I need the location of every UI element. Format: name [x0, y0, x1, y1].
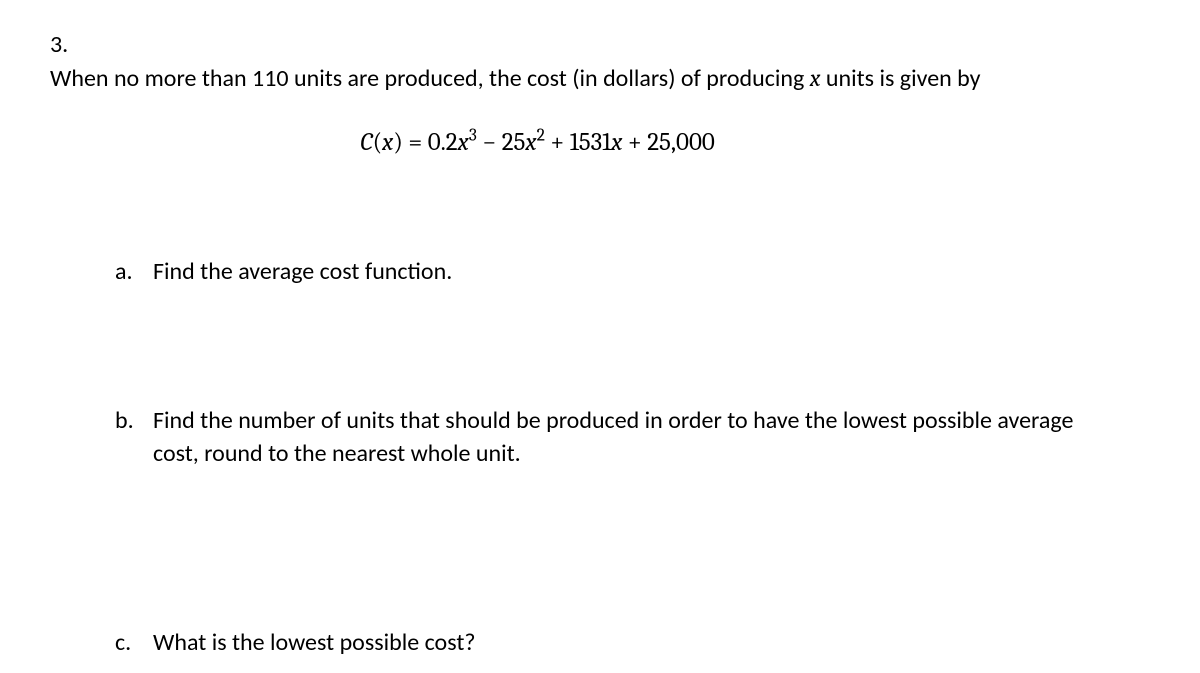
problem-content: When no more than 110 units are produced…: [50, 62, 1105, 660]
subpart-a: a. Find the average cost function.: [115, 255, 1105, 289]
eq-term1-exp: 3: [469, 126, 477, 146]
subpart-b: b. Find the number of units that should …: [115, 404, 1105, 471]
eq-term2-var: x: [525, 128, 536, 157]
eq-minus: −: [477, 128, 502, 157]
subpart-a-text: Find the average cost function.: [153, 255, 1105, 289]
intro-text-1: When no more than 110 units are produced…: [50, 64, 810, 93]
eq-equals: =: [403, 128, 428, 157]
subpart-c: c. What is the lowest possible cost?: [115, 626, 1105, 660]
eq-term1-var: x: [458, 128, 469, 157]
eq-term3-var: x: [611, 128, 622, 157]
cost-equation: C(x) = 0.2x3 − 25x2 + 1531x + 25,000: [50, 125, 1105, 160]
problem-intro: When no more than 110 units are produced…: [50, 62, 1105, 96]
subpart-c-text: What is the lowest possible cost?: [153, 626, 1105, 660]
eq-term1-coef: 0.2: [428, 128, 458, 157]
eq-term4: 25,000: [647, 128, 715, 157]
eq-plus1: +: [545, 128, 570, 157]
eq-lparen: (: [373, 128, 383, 157]
eq-rparen: ): [393, 128, 403, 157]
eq-lhs-var: x: [382, 128, 393, 157]
eq-term2-coef: 25: [502, 128, 526, 157]
eq-term3-coef: 1531: [570, 128, 612, 157]
problem-container: 3. When no more than 110 units are produ…: [50, 28, 1150, 660]
subpart-b-letter: b.: [115, 404, 153, 438]
eq-func-c: C: [360, 128, 372, 157]
eq-plus2: +: [622, 128, 647, 157]
intro-text-2: units is given by: [820, 64, 980, 93]
subparts-container: a. Find the average cost function. b. Fi…: [50, 255, 1105, 659]
subpart-c-letter: c.: [115, 626, 153, 660]
subpart-a-letter: a.: [115, 255, 153, 289]
eq-term2-exp: 2: [537, 126, 545, 146]
intro-variable-x: x: [810, 64, 821, 92]
problem-number: 3.: [50, 28, 90, 62]
subpart-b-text: Find the number of units that should be …: [153, 404, 1105, 471]
